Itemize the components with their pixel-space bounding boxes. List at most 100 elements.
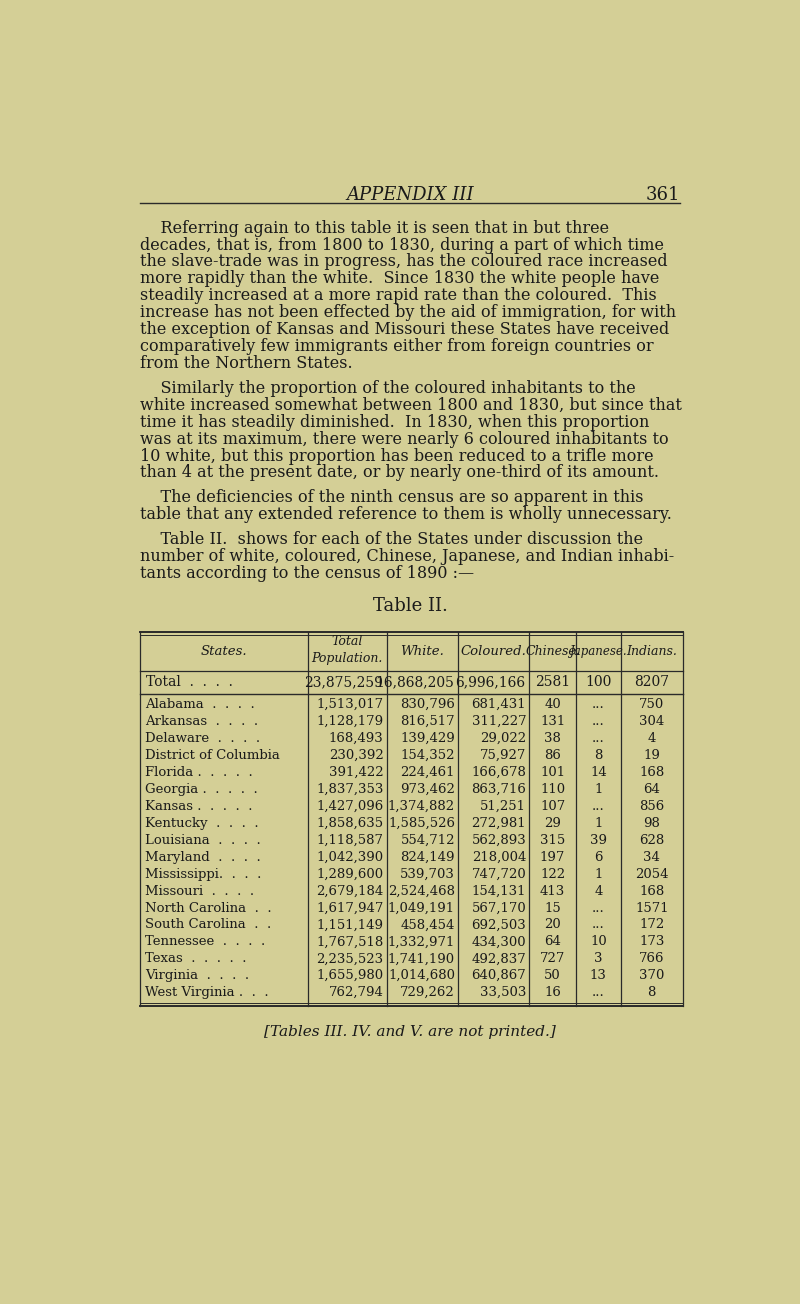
Text: 3: 3 bbox=[594, 952, 602, 965]
Text: Delaware  .  .  .  .: Delaware . . . . bbox=[145, 732, 260, 745]
Text: 8207: 8207 bbox=[634, 675, 670, 690]
Text: 6: 6 bbox=[594, 850, 602, 863]
Text: 1,617,947: 1,617,947 bbox=[316, 901, 384, 914]
Text: 681,431: 681,431 bbox=[472, 698, 526, 711]
Text: 640,867: 640,867 bbox=[471, 969, 526, 982]
Text: 1,289,600: 1,289,600 bbox=[317, 867, 384, 880]
Text: 38: 38 bbox=[544, 732, 561, 745]
Text: White.: White. bbox=[401, 645, 444, 659]
Text: 1,585,526: 1,585,526 bbox=[388, 816, 455, 829]
Text: 2,235,523: 2,235,523 bbox=[317, 952, 384, 965]
Text: 766: 766 bbox=[639, 952, 665, 965]
Text: 39: 39 bbox=[590, 833, 607, 846]
Text: ...: ... bbox=[592, 715, 605, 728]
Text: 692,503: 692,503 bbox=[471, 918, 526, 931]
Text: 168: 168 bbox=[639, 765, 665, 778]
Text: Alabama  .  .  .  .: Alabama . . . . bbox=[145, 698, 254, 711]
Text: North Carolina  .  .: North Carolina . . bbox=[145, 901, 271, 914]
Text: 2054: 2054 bbox=[635, 867, 669, 880]
Text: from the Northern States.: from the Northern States. bbox=[140, 355, 353, 372]
Text: 50: 50 bbox=[544, 969, 561, 982]
Text: 86: 86 bbox=[544, 748, 561, 762]
Text: 4: 4 bbox=[594, 884, 602, 897]
Text: 1,042,390: 1,042,390 bbox=[317, 850, 384, 863]
Text: 762,794: 762,794 bbox=[329, 986, 384, 999]
Text: 139,429: 139,429 bbox=[400, 732, 455, 745]
Text: 856: 856 bbox=[639, 799, 665, 812]
Text: 168,493: 168,493 bbox=[329, 732, 384, 745]
Text: 1,513,017: 1,513,017 bbox=[317, 698, 384, 711]
Text: 23,875,259: 23,875,259 bbox=[304, 675, 383, 690]
Text: 16: 16 bbox=[544, 986, 561, 999]
Text: ...: ... bbox=[592, 732, 605, 745]
Text: 1,427,096: 1,427,096 bbox=[317, 799, 384, 812]
Text: 539,703: 539,703 bbox=[400, 867, 455, 880]
Text: 1,151,149: 1,151,149 bbox=[317, 918, 384, 931]
Text: Japanese.: Japanese. bbox=[570, 645, 627, 659]
Text: 19: 19 bbox=[643, 748, 660, 762]
Text: 562,893: 562,893 bbox=[471, 833, 526, 846]
Text: Kentucky  .  .  .  .: Kentucky . . . . bbox=[145, 816, 258, 829]
Text: 1,118,587: 1,118,587 bbox=[317, 833, 384, 846]
Text: was at its maximum, there were nearly 6 coloured inhabitants to: was at its maximum, there were nearly 6 … bbox=[140, 430, 669, 447]
Text: 413: 413 bbox=[540, 884, 566, 897]
Text: 750: 750 bbox=[639, 698, 665, 711]
Text: Tennessee  .  .  .  .: Tennessee . . . . bbox=[145, 935, 266, 948]
Text: 1: 1 bbox=[594, 867, 602, 880]
Text: 1: 1 bbox=[594, 816, 602, 829]
Text: 101: 101 bbox=[540, 765, 565, 778]
Text: 2,524,468: 2,524,468 bbox=[388, 884, 455, 897]
Text: 2581: 2581 bbox=[535, 675, 570, 690]
Text: Chinese.: Chinese. bbox=[526, 645, 580, 659]
Text: 1,767,518: 1,767,518 bbox=[317, 935, 384, 948]
Text: Maryland  .  .  .  .: Maryland . . . . bbox=[145, 850, 261, 863]
Text: 361: 361 bbox=[646, 185, 680, 203]
Text: Louisiana  .  .  .  .: Louisiana . . . . bbox=[145, 833, 261, 846]
Text: 10 white, but this proportion has been reduced to a trifle more: 10 white, but this proportion has been r… bbox=[140, 447, 654, 464]
Text: West Virginia .  .  .: West Virginia . . . bbox=[145, 986, 269, 999]
Text: 51,251: 51,251 bbox=[480, 799, 526, 812]
Text: 8: 8 bbox=[594, 748, 602, 762]
Text: 64: 64 bbox=[544, 935, 561, 948]
Text: 863,716: 863,716 bbox=[471, 782, 526, 795]
Text: 98: 98 bbox=[643, 816, 660, 829]
Text: table that any extended reference to them is wholly unnecessary.: table that any extended reference to the… bbox=[140, 506, 672, 523]
Text: 8: 8 bbox=[648, 986, 656, 999]
Text: the slave-trade was in progress, has the coloured race increased: the slave-trade was in progress, has the… bbox=[140, 253, 668, 270]
Text: 458,454: 458,454 bbox=[401, 918, 455, 931]
Text: time it has steadily diminished.  In 1830, when this proportion: time it has steadily diminished. In 1830… bbox=[140, 413, 650, 430]
Text: 20: 20 bbox=[544, 918, 561, 931]
Text: 816,517: 816,517 bbox=[400, 715, 455, 728]
Text: increase has not been effected by the aid of immigration, for with: increase has not been effected by the ai… bbox=[140, 304, 677, 321]
Text: 747,720: 747,720 bbox=[471, 867, 526, 880]
Text: 1,014,680: 1,014,680 bbox=[388, 969, 455, 982]
Text: 492,837: 492,837 bbox=[471, 952, 526, 965]
Text: 973,462: 973,462 bbox=[400, 782, 455, 795]
Text: 131: 131 bbox=[540, 715, 566, 728]
Text: Indians.: Indians. bbox=[626, 645, 678, 659]
Text: 29: 29 bbox=[544, 816, 561, 829]
Text: District of Columbia: District of Columbia bbox=[145, 748, 280, 762]
Text: 1,049,191: 1,049,191 bbox=[388, 901, 455, 914]
Text: comparatively few immigrants either from foreign countries or: comparatively few immigrants either from… bbox=[140, 338, 654, 355]
Text: Table II.  shows for each of the States under discussion the: Table II. shows for each of the States u… bbox=[140, 531, 643, 548]
Text: 122: 122 bbox=[540, 867, 565, 880]
Text: 218,004: 218,004 bbox=[472, 850, 526, 863]
Text: 197: 197 bbox=[540, 850, 566, 863]
Text: Coloured.: Coloured. bbox=[461, 645, 526, 659]
Text: tants according to the census of 1890 :—: tants according to the census of 1890 :— bbox=[140, 565, 474, 582]
Text: Mississippi.  .  .  .: Mississippi. . . . bbox=[145, 867, 262, 880]
Text: Virginia  .  .  .  .: Virginia . . . . bbox=[145, 969, 249, 982]
Text: ...: ... bbox=[592, 986, 605, 999]
Text: 391,422: 391,422 bbox=[329, 765, 384, 778]
Text: 230,392: 230,392 bbox=[329, 748, 384, 762]
Text: 567,170: 567,170 bbox=[471, 901, 526, 914]
Text: States.: States. bbox=[201, 645, 247, 659]
Text: Georgia .  .  .  .  .: Georgia . . . . . bbox=[145, 782, 258, 795]
Text: ...: ... bbox=[592, 901, 605, 914]
Text: 1,837,353: 1,837,353 bbox=[316, 782, 384, 795]
Text: steadily increased at a more rapid rate than the coloured.  This: steadily increased at a more rapid rate … bbox=[140, 287, 657, 304]
Text: white increased somewhat between 1800 and 1830, but since that: white increased somewhat between 1800 an… bbox=[140, 396, 682, 413]
Text: 727: 727 bbox=[540, 952, 566, 965]
Text: 29,022: 29,022 bbox=[480, 732, 526, 745]
